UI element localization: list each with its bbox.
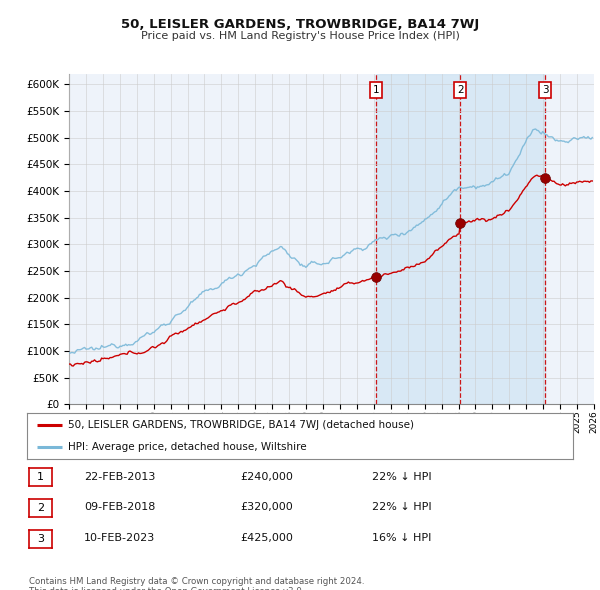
- Text: 1: 1: [37, 473, 44, 482]
- Text: 10-FEB-2023: 10-FEB-2023: [84, 533, 155, 543]
- Text: 3: 3: [37, 534, 44, 543]
- Text: £320,000: £320,000: [240, 503, 293, 512]
- Text: 22-FEB-2013: 22-FEB-2013: [84, 472, 155, 481]
- Text: 2: 2: [37, 503, 44, 513]
- Text: 09-FEB-2018: 09-FEB-2018: [84, 503, 155, 512]
- Text: 50, LEISLER GARDENS, TROWBRIDGE, BA14 7WJ: 50, LEISLER GARDENS, TROWBRIDGE, BA14 7W…: [121, 18, 479, 31]
- Text: HPI: Average price, detached house, Wiltshire: HPI: Average price, detached house, Wilt…: [68, 441, 307, 451]
- Text: £425,000: £425,000: [240, 533, 293, 543]
- Text: 16% ↓ HPI: 16% ↓ HPI: [372, 533, 431, 543]
- Text: 2: 2: [457, 85, 464, 95]
- Text: 50, LEISLER GARDENS, TROWBRIDGE, BA14 7WJ (detached house): 50, LEISLER GARDENS, TROWBRIDGE, BA14 7W…: [68, 421, 414, 431]
- Text: Contains HM Land Registry data © Crown copyright and database right 2024.
This d: Contains HM Land Registry data © Crown c…: [29, 577, 364, 590]
- Text: 1: 1: [373, 85, 379, 95]
- Text: 22% ↓ HPI: 22% ↓ HPI: [372, 503, 431, 512]
- Text: 3: 3: [542, 85, 548, 95]
- Text: 22% ↓ HPI: 22% ↓ HPI: [372, 472, 431, 481]
- Text: £240,000: £240,000: [240, 472, 293, 481]
- Text: Price paid vs. HM Land Registry's House Price Index (HPI): Price paid vs. HM Land Registry's House …: [140, 31, 460, 41]
- Bar: [376, 74, 545, 404]
